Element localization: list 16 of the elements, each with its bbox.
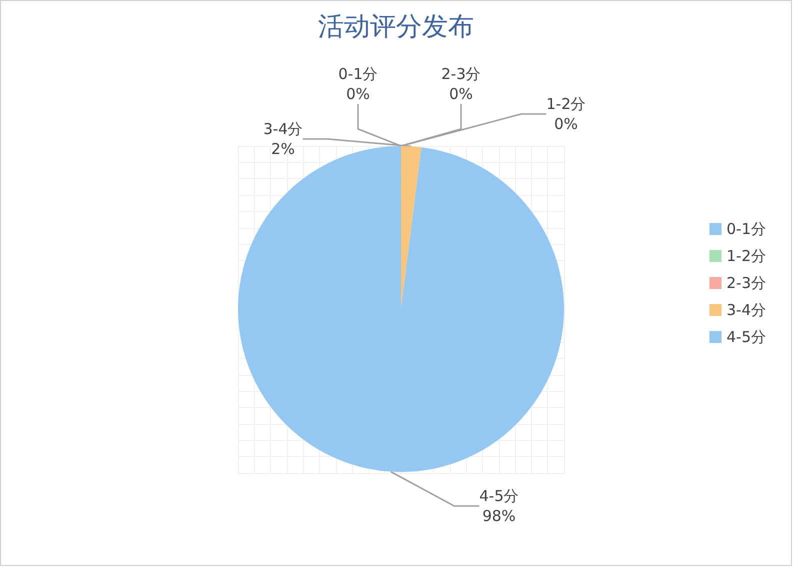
text: 0% <box>346 85 370 103</box>
text: 0% <box>554 115 578 133</box>
category-label: 2-3分 <box>441 65 481 83</box>
legend-label: 1-2分 <box>726 247 766 265</box>
data-label: 98% <box>482 507 516 525</box>
data-label: 2% <box>271 140 295 158</box>
slice-label: 3-4分 <box>263 120 303 138</box>
legend-label: 4-5分 <box>726 328 766 346</box>
category-label: 0-1分 <box>338 65 378 83</box>
text: 0% <box>449 85 473 103</box>
slice-label: 4-5分 <box>479 487 519 505</box>
chart-title: 活动评分发布 <box>318 12 474 42</box>
legend-label: 2-3分 <box>726 274 766 292</box>
legend-label: 3-4分 <box>726 301 766 319</box>
category-label: 1-2分 <box>546 95 586 113</box>
legend-label: 0-1分 <box>726 220 766 238</box>
